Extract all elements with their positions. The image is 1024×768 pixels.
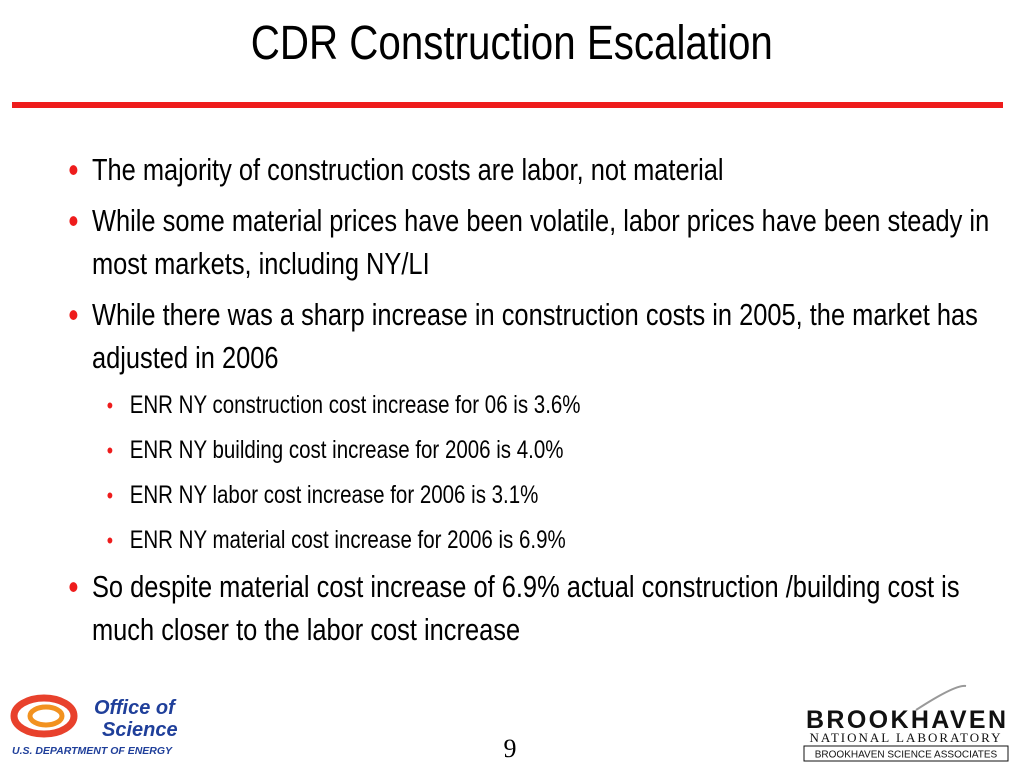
- bullet-text: So despite material cost increase of 6.9…: [91, 569, 960, 647]
- bullet-marker: •: [68, 149, 79, 190]
- title-text: CDR Construction Escalation: [250, 17, 774, 70]
- sub-bullet-marker: •: [106, 483, 114, 508]
- sub-bullet-item: • ENR NY material cost increase for 2006 …: [92, 518, 1003, 563]
- logo-arc: [915, 684, 967, 711]
- sub-bullet-list: • ENR NY construction cost increase for 0…: [92, 383, 1003, 563]
- page-number: 9: [503, 734, 517, 763]
- bullet-marker: •: [68, 294, 79, 335]
- logo-swirl-inner: [27, 704, 65, 728]
- bnl-logo: BROOKHAVEN NATIONAL LABORATORY BROOKHAVE…: [803, 684, 1009, 762]
- bullet-list: • The majority of construction costs are …: [60, 148, 1003, 659]
- sub-bullet-text: ENR NY construction cost increase for 06…: [129, 391, 581, 419]
- bullet-item: • The majority of construction costs are …: [60, 148, 1003, 191]
- bullet-marker: •: [68, 200, 79, 241]
- bullet-item: • While there was a sharp increase in con…: [60, 293, 1003, 563]
- bnl-name: BROOKHAVEN: [806, 706, 1006, 734]
- bullet-text: The majority of construction costs are l…: [91, 152, 724, 187]
- sub-bullet-item: • ENR NY labor cost increase for 2006 is …: [92, 473, 1003, 518]
- doe-line3: U.S. DEPARTMENT OF ENERGY: [12, 745, 173, 757]
- bullet-text: While there was a sharp increase in cons…: [91, 297, 978, 375]
- logo-swirl: [10, 694, 78, 738]
- bullet-item: • So despite material cost increase of 6.…: [60, 565, 1003, 651]
- sub-bullet-marker: •: [106, 438, 114, 463]
- bnl-subtitle: NATIONAL LABORATORY: [810, 730, 1003, 745]
- bnl-associates: BROOKHAVEN SCIENCE ASSOCIATES: [815, 750, 998, 761]
- sub-bullet-item: • ENR NY construction cost increase for 0…: [92, 383, 1003, 428]
- bnl-box: [803, 745, 1009, 762]
- bullet-item: • While some material prices have been vo…: [60, 199, 1003, 285]
- sub-bullet-marker: •: [106, 528, 114, 553]
- doe-logo: Office of Science U.S. DEPARTMENT OF ENE…: [10, 694, 178, 757]
- sub-bullet-marker: •: [106, 393, 114, 418]
- sub-bullet-item: • ENR NY building cost increase for 2006 …: [92, 428, 1003, 473]
- doe-line1: Office of: [94, 697, 177, 719]
- sub-bullet-text: ENR NY building cost increase for 2006 i…: [129, 436, 564, 464]
- sub-bullet-text: ENR NY material cost increase for 2006 i…: [129, 526, 566, 554]
- sub-bullet-text: ENR NY labor cost increase for 2006 is 3…: [129, 481, 539, 509]
- bullet-text: While some material prices have been vol…: [91, 203, 990, 281]
- title-rule: [12, 102, 1003, 108]
- bullet-marker: •: [68, 566, 79, 607]
- doe-line2: Science: [102, 719, 178, 741]
- slide-title: CDR Construction Escalation: [0, 14, 1024, 74]
